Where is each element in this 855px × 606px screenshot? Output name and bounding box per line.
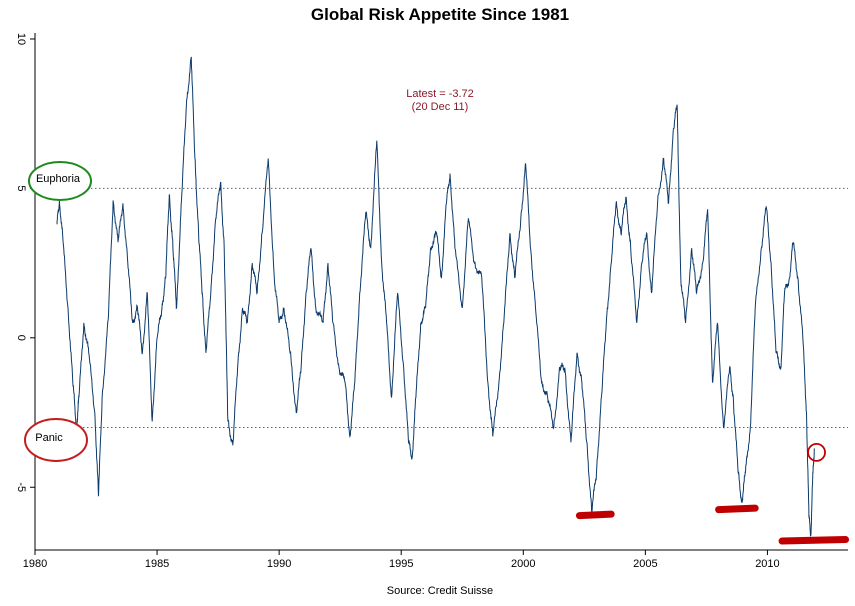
- y-tick-label: 5: [15, 185, 27, 191]
- low-highlight-mark: [715, 504, 759, 514]
- highlight-layer: [575, 442, 850, 545]
- x-tick-label: 2010: [755, 558, 779, 570]
- axes: 1980 1985 1990 1995 2000 2005 2010 10 5 0 -5: [15, 33, 848, 570]
- chart-title: Global Risk Appetite Since 1981: [311, 5, 569, 24]
- x-tick-label: 2000: [511, 558, 535, 570]
- latest-annotation-line2: (20 Dec 11): [412, 101, 469, 113]
- y-tick-label: 0: [15, 335, 27, 341]
- euphoria-circle: [28, 161, 92, 201]
- x-tick-label: 1995: [389, 558, 413, 570]
- y-tick-label: 10: [15, 33, 27, 45]
- low-highlight-mark: [575, 510, 615, 520]
- source-note: Source: Credit Suisse: [387, 585, 493, 597]
- x-tick-label: 1985: [145, 558, 169, 570]
- risk-appetite-line: [56, 56, 815, 537]
- x-tick-label: 1990: [267, 558, 291, 570]
- low-highlight-mark: [778, 536, 850, 545]
- x-tick-label: 1980: [23, 558, 47, 570]
- panic-marker: Panic: [24, 418, 88, 462]
- latest-value-circle: [807, 442, 826, 462]
- panic-circle: [24, 418, 88, 462]
- euphoria-marker: Euphoria: [28, 161, 92, 201]
- euphoria-label: Euphoria: [36, 173, 81, 185]
- panic-label: Panic: [35, 432, 63, 444]
- y-tick-label: -5: [15, 482, 27, 492]
- reference-lines: [35, 187, 848, 428]
- series-layer: [56, 56, 815, 537]
- x-tick-label: 2005: [633, 558, 657, 570]
- latest-annotation-line1: Latest = -3.72: [406, 88, 474, 100]
